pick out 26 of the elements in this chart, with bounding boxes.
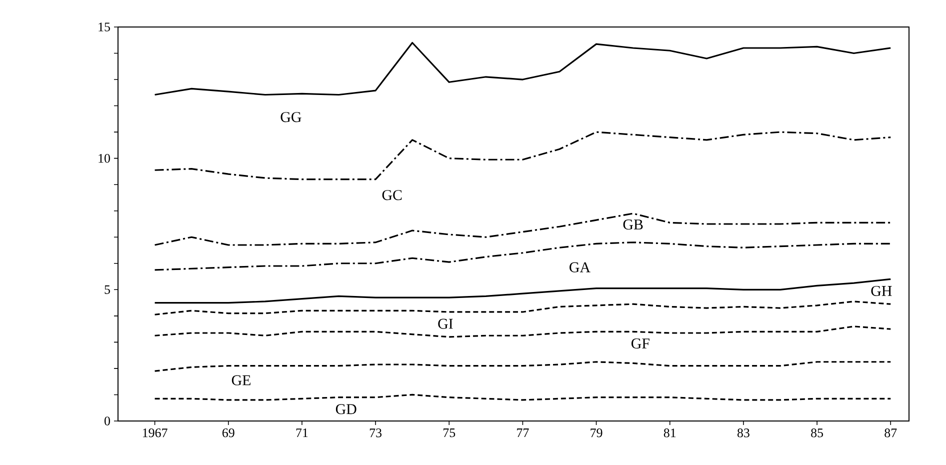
y-tick-label: 15 xyxy=(98,22,110,32)
y-tick-label: 0 xyxy=(104,416,110,426)
series-label: GH xyxy=(871,286,892,296)
series-label: GD xyxy=(336,404,356,414)
x-tick-label: 81 xyxy=(664,428,676,438)
x-tick-label: 73 xyxy=(370,428,382,438)
series-label: GG xyxy=(280,112,302,122)
line-series xyxy=(154,242,892,271)
x-tick-label: 71 xyxy=(296,428,308,438)
series-label: GE xyxy=(232,375,250,386)
series-label: GB xyxy=(623,219,643,230)
series-label: GF xyxy=(631,338,650,349)
x-tick-label: 1967 xyxy=(142,428,168,438)
x-tick-label: 77 xyxy=(517,428,529,437)
x-tick-label: 85 xyxy=(811,428,823,438)
x-tick-label: 79 xyxy=(590,428,602,438)
x-tick-label: 83 xyxy=(737,428,750,438)
y-tick-label: 5 xyxy=(104,285,110,294)
x-tick-label: 87 xyxy=(884,428,897,438)
line-series xyxy=(154,42,892,96)
series-label: GA xyxy=(570,262,590,272)
x-tick-label: 69 xyxy=(222,428,234,438)
series-label: GI xyxy=(438,318,453,329)
y-tick-label: 10 xyxy=(98,154,110,163)
x-tick-label: 75 xyxy=(444,428,456,438)
series-label: GC xyxy=(382,190,402,200)
